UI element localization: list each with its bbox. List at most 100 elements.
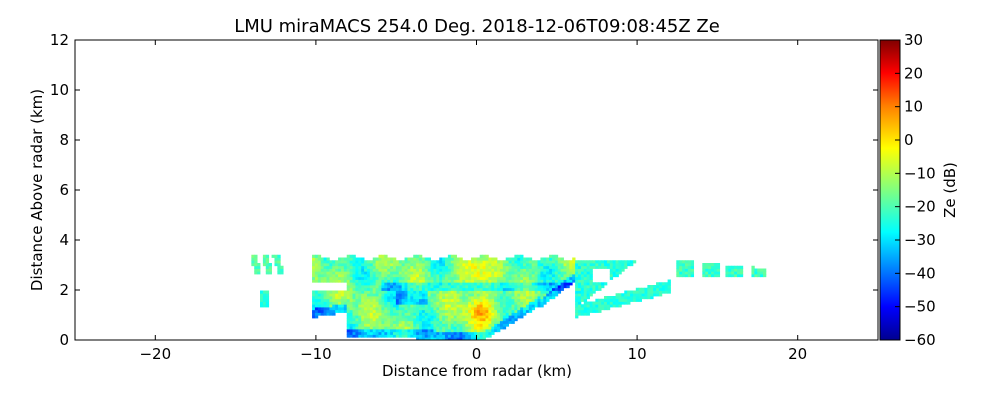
heatmap-cell [621, 296, 625, 300]
heatmap-cell [355, 282, 359, 286]
heatmap-cell [314, 298, 319, 302]
heatmap-cell [433, 285, 437, 289]
heatmap-cell [517, 301, 521, 305]
heatmap-cell [534, 263, 538, 267]
heatmap-cell [494, 307, 498, 311]
heatmap-cell [476, 271, 481, 275]
heatmap-cell [430, 287, 434, 291]
heatmap-cell [447, 301, 452, 305]
heatmap-cell [320, 307, 325, 311]
heatmap-cell [421, 309, 426, 313]
heatmap-cell [523, 304, 527, 308]
heatmap-cell [456, 315, 460, 319]
heatmap-cell [421, 260, 426, 264]
heatmap-cell [575, 260, 579, 264]
heatmap-cell [361, 290, 365, 294]
heatmap-cell [343, 309, 348, 313]
heatmap-cell [404, 285, 408, 289]
heatmap-cell [453, 323, 457, 327]
heatmap-cell [456, 271, 460, 275]
heatmap-cell [314, 257, 319, 261]
heatmap-cell [653, 287, 657, 291]
x-axis-label: Distance from radar (km) [382, 362, 572, 380]
heatmap-cell [312, 315, 316, 319]
heatmap-cell [650, 290, 654, 294]
heatmap-cell [372, 309, 377, 313]
heatmap-cell [580, 312, 585, 316]
heatmap-cell [430, 274, 434, 278]
heatmap-cell [560, 276, 564, 280]
heatmap-cell [413, 331, 417, 335]
heatmap-cell [511, 315, 515, 319]
heatmap-cell [661, 282, 666, 286]
heatmap-cell [436, 274, 440, 278]
heatmap-cell [352, 309, 356, 313]
heatmap-cell [384, 307, 388, 311]
heatmap-cell [537, 298, 541, 302]
heatmap-cell [676, 268, 680, 272]
heatmap-cell [317, 265, 322, 269]
heatmap-cell [468, 304, 472, 308]
heatmap-cell [462, 282, 466, 286]
heatmap-cell [459, 271, 463, 275]
heatmap-cell [592, 301, 596, 305]
heatmap-cell [554, 257, 559, 261]
heatmap-cell [407, 296, 411, 300]
heatmap-cell [511, 263, 515, 267]
heatmap-cell [705, 265, 709, 269]
heatmap-cell [355, 265, 359, 269]
heatmap-cell [392, 296, 397, 300]
heatmap-cell [494, 285, 498, 289]
heatmap-cell [375, 309, 379, 313]
heatmap-cell [332, 312, 336, 316]
heatmap-cell [557, 260, 562, 264]
heatmap-cell [543, 293, 547, 297]
heatmap-cell [375, 315, 379, 319]
heatmap-cell [563, 274, 567, 278]
heatmap-cell [502, 296, 507, 300]
heatmap-cell [433, 296, 437, 300]
heatmap-cell [554, 271, 559, 275]
heatmap-cell [563, 276, 567, 280]
heatmap-cell [589, 285, 593, 289]
heatmap-cell [508, 320, 512, 324]
heatmap-cell [392, 309, 397, 313]
heatmap-cell [433, 323, 437, 327]
heatmap-cell [612, 301, 616, 305]
heatmap-cell [410, 265, 414, 269]
heatmap-cell [401, 276, 405, 280]
heatmap-cell [372, 329, 377, 333]
heatmap-cell [372, 285, 377, 289]
heatmap-cell [580, 282, 585, 286]
heatmap-cell [575, 307, 579, 311]
heatmap-cell [433, 274, 437, 278]
heatmap-cell [445, 268, 449, 272]
heatmap-cell [508, 315, 512, 319]
heatmap-cell [369, 323, 374, 327]
heatmap-cell [366, 304, 371, 308]
heatmap-cell [323, 263, 327, 267]
heatmap-cell [661, 287, 666, 291]
heatmap-cell [499, 263, 504, 267]
heatmap-cell [413, 285, 417, 289]
heatmap-cell [534, 274, 538, 278]
heatmap-cell [329, 279, 333, 283]
heatmap-cell [364, 271, 368, 275]
heatmap-cell [361, 329, 365, 333]
heatmap-cell [439, 257, 443, 261]
heatmap-cell [381, 282, 385, 286]
heatmap-cell [485, 260, 489, 264]
heatmap-cell [456, 326, 460, 330]
heatmap-cell [445, 326, 449, 330]
heatmap-cell [346, 296, 351, 300]
heatmap-cell [442, 290, 446, 294]
heatmap-cell [317, 263, 322, 267]
heatmap-cell [361, 296, 365, 300]
heatmap-cell [482, 285, 486, 289]
heatmap-cell [540, 296, 544, 300]
heatmap-cell [453, 265, 457, 269]
heatmap-cell [485, 329, 489, 333]
heatmap-cell [436, 331, 440, 335]
heatmap-cell [560, 274, 564, 278]
heatmap-cell [459, 298, 463, 302]
